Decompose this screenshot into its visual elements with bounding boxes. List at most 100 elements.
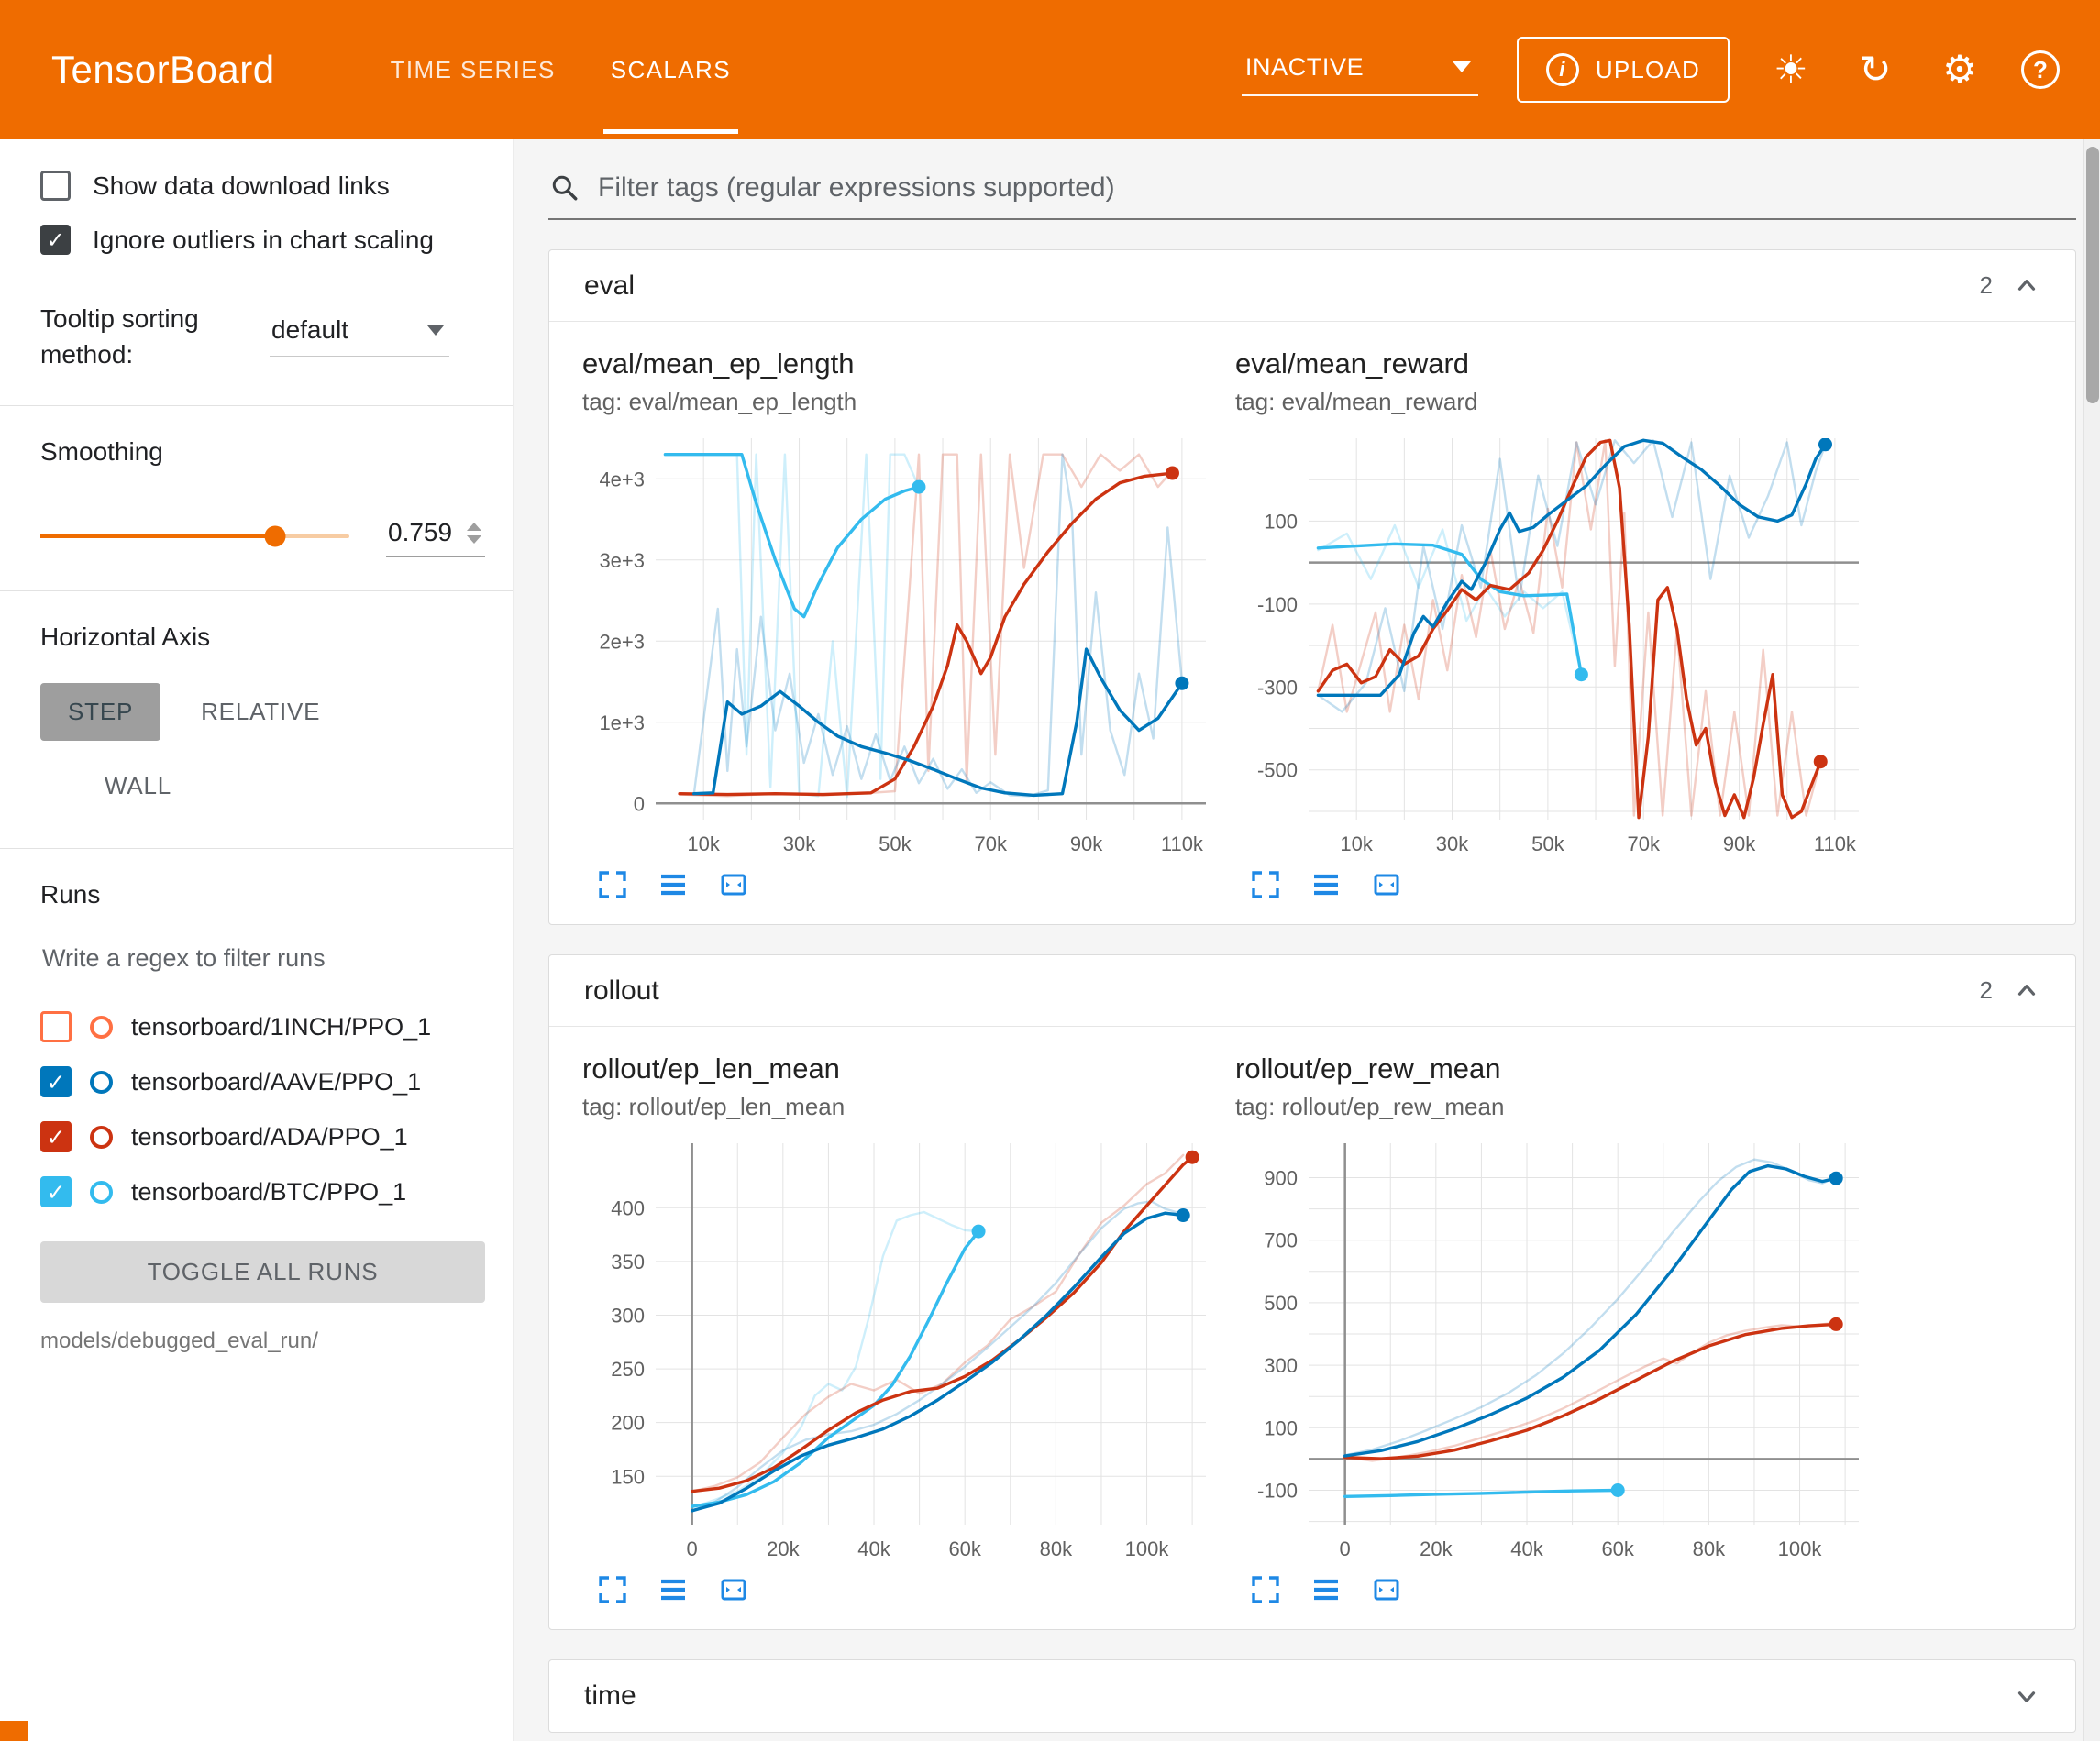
- line-chart[interactable]: 0 20k 40k 60k 80k 100k -100 100 300 500 700 900: [1235, 1130, 1881, 1569]
- svg-text:60k: 60k: [1601, 1537, 1634, 1560]
- chart-canvas[interactable]: 10k 30k 50k 70k 90k 110k 0 1e+3 2e+3 3e+3 4e+3: [582, 425, 1235, 864]
- svg-text:100k: 100k: [1778, 1537, 1823, 1560]
- fullscreen-icon[interactable]: [1250, 869, 1281, 900]
- card-title: eval: [584, 270, 636, 301]
- line-chart[interactable]: 10k 30k 50k 70k 90k 110k 0 1e+3 2e+3 3e+3 4e+3: [582, 425, 1228, 864]
- smoothing-slider-fill: [40, 534, 276, 538]
- chart-canvas[interactable]: 0 20k 40k 60k 80k 100k -100 100 300 500 700 900: [1235, 1130, 1888, 1569]
- app-header: TensorBoard TIME SERIES SCALARS INACTIVE…: [0, 0, 2100, 139]
- stepper-arrows[interactable]: [467, 522, 481, 544]
- svg-text:70k: 70k: [1627, 832, 1660, 855]
- line-chart[interactable]: 0 20k 40k 60k 80k 100k 150 200 250 300 350 400: [582, 1130, 1228, 1569]
- axis-wall-button[interactable]: WALL: [105, 772, 172, 800]
- run-label: tensorboard/AAVE/PPO_1: [131, 1067, 422, 1096]
- svg-text:80k: 80k: [1040, 1537, 1073, 1560]
- chart-tag: tag: rollout/ep_len_mean: [582, 1093, 846, 1120]
- chart-canvas[interactable]: 10k 30k 50k 70k 90k 110k 100 -100 -300 -500: [1235, 425, 1888, 864]
- dark-mode-toggle-icon[interactable]: ☀: [1774, 47, 1808, 92]
- runs-logdir-path: models/debugged_eval_run/: [40, 1328, 318, 1354]
- toggle-all-runs-button[interactable]: TOGGLE ALL RUNS: [40, 1241, 485, 1304]
- svg-text:0: 0: [687, 1537, 698, 1560]
- header-actions: INACTIVE i UPLOAD ☀ ↻ ⚙ ?: [1241, 37, 2060, 103]
- fit-domain-icon[interactable]: [718, 869, 749, 900]
- ignore-outliers-checkbox[interactable]: ✓: [40, 225, 71, 255]
- svg-text:50k: 50k: [879, 832, 912, 855]
- settings-gear-icon[interactable]: ⚙: [1942, 47, 1977, 92]
- svg-text:-500: -500: [1257, 759, 1298, 782]
- scrollbar-thumb[interactable]: [2086, 147, 2099, 403]
- svg-text:30k: 30k: [1436, 832, 1469, 855]
- run-item-btc[interactable]: ✓ tensorboard/BTC/PPO_1: [40, 1164, 485, 1219]
- svg-text:110k: 110k: [1814, 832, 1857, 855]
- run-checkbox[interactable]: ✓: [40, 1066, 72, 1098]
- tag-filter-input[interactable]: [598, 172, 2071, 204]
- fit-domain-icon[interactable]: [1371, 1574, 1402, 1605]
- chevron-down-icon: [1452, 61, 1471, 72]
- tab-time-series[interactable]: TIME SERIES: [390, 55, 556, 83]
- fit-domain-icon[interactable]: [1371, 869, 1402, 900]
- svg-text:90k: 90k: [1070, 832, 1103, 855]
- run-label: tensorboard/1INCH/PPO_1: [131, 1012, 432, 1041]
- svg-text:3e+3: 3e+3: [599, 549, 645, 572]
- chart-canvas[interactable]: 0 20k 40k 60k 80k 100k 150 200 250 300 350 400: [582, 1130, 1235, 1569]
- fullscreen-icon[interactable]: [1250, 1574, 1281, 1605]
- check-icon: ✓: [46, 1068, 66, 1096]
- chart-tag: tag: rollout/ep_rew_mean: [1235, 1093, 1505, 1120]
- main-nav: TIME SERIES SCALARS: [363, 0, 758, 139]
- collapse-chevron-down-icon[interactable]: [2013, 1682, 2040, 1710]
- settings-sidebar: ✓ Show data download links ✓ Ignore outl…: [0, 139, 514, 1741]
- data-table-icon[interactable]: [1310, 869, 1342, 900]
- help-icon[interactable]: ?: [2021, 50, 2060, 89]
- rollout-card-header[interactable]: rollout 2: [549, 955, 2075, 1027]
- eval-card-header[interactable]: eval 2: [549, 250, 2075, 322]
- collapse-chevron-up-icon[interactable]: [2013, 977, 2040, 1005]
- tab-scalars[interactable]: SCALARS: [583, 0, 758, 139]
- run-item-1inch[interactable]: ✓ tensorboard/1INCH/PPO_1: [40, 999, 485, 1054]
- smoothing-value-input[interactable]: 0.759: [386, 514, 485, 558]
- chart-tag: tag: eval/mean_ep_length: [582, 388, 857, 415]
- run-checkbox[interactable]: ✓: [40, 1176, 72, 1208]
- axis-step-button[interactable]: STEP: [40, 683, 161, 742]
- card-count: 2: [1979, 976, 1993, 1004]
- section-card-time: time: [548, 1659, 2076, 1733]
- data-table-icon[interactable]: [658, 869, 689, 900]
- help-glyph: ?: [2033, 56, 2048, 83]
- chart-toolbar: [1250, 869, 1888, 900]
- vertical-scrollbar[interactable]: [2083, 139, 2100, 1741]
- line-chart[interactable]: 10k 30k 50k 70k 90k 110k 100 -100 -300 -500: [1235, 425, 1881, 864]
- fit-domain-icon[interactable]: [718, 1574, 749, 1605]
- svg-text:0: 0: [634, 792, 645, 815]
- app-body: ✓ Show data download links ✓ Ignore outl…: [0, 139, 2100, 1741]
- smoothing-slider-thumb[interactable]: [264, 525, 286, 547]
- eval-charts-row: eval/mean_ep_length tag: eval/mean_ep_le…: [549, 322, 2075, 924]
- chart-title: rollout/ep_rew_mean: [1235, 1052, 1501, 1085]
- run-item-aave[interactable]: ✓ tensorboard/AAVE/PPO_1: [40, 1054, 485, 1109]
- show-download-links-row[interactable]: ✓ Show data download links: [40, 171, 485, 201]
- time-card-header[interactable]: time: [549, 1660, 2075, 1732]
- chart-title: eval/mean_ep_length: [582, 347, 855, 380]
- run-checkbox[interactable]: ✓: [40, 1011, 72, 1043]
- collapse-chevron-up-icon[interactable]: [2013, 272, 2040, 300]
- axis-relative-button[interactable]: RELATIVE: [201, 698, 321, 726]
- chart-title: rollout/ep_len_mean: [582, 1052, 840, 1085]
- tooltip-sorting-select[interactable]: default: [270, 308, 449, 357]
- data-table-icon[interactable]: [658, 1574, 689, 1605]
- runs-filter-input[interactable]: [40, 935, 485, 987]
- run-item-ada[interactable]: ✓ tensorboard/ADA/PPO_1: [40, 1109, 485, 1164]
- sync-status-dropdown[interactable]: INACTIVE: [1241, 44, 1478, 96]
- svg-text:2e+3: 2e+3: [599, 630, 645, 653]
- upload-button[interactable]: i UPLOAD: [1516, 37, 1730, 103]
- svg-text:-300: -300: [1257, 676, 1298, 699]
- svg-text:4e+3: 4e+3: [599, 468, 645, 490]
- smoothing-slider[interactable]: [40, 525, 349, 547]
- sync-status-value: INACTIVE: [1244, 52, 1365, 81]
- refresh-icon[interactable]: ↻: [1859, 47, 1892, 92]
- ignore-outliers-row[interactable]: ✓ Ignore outliers in chart scaling: [40, 225, 485, 255]
- run-checkbox[interactable]: ✓: [40, 1121, 72, 1153]
- svg-text:40k: 40k: [1510, 1537, 1543, 1560]
- data-table-icon[interactable]: [1310, 1574, 1342, 1605]
- fullscreen-icon[interactable]: [597, 1574, 628, 1605]
- search-icon: [552, 175, 578, 201]
- show-download-links-checkbox[interactable]: ✓: [40, 171, 71, 201]
- fullscreen-icon[interactable]: [597, 869, 628, 900]
